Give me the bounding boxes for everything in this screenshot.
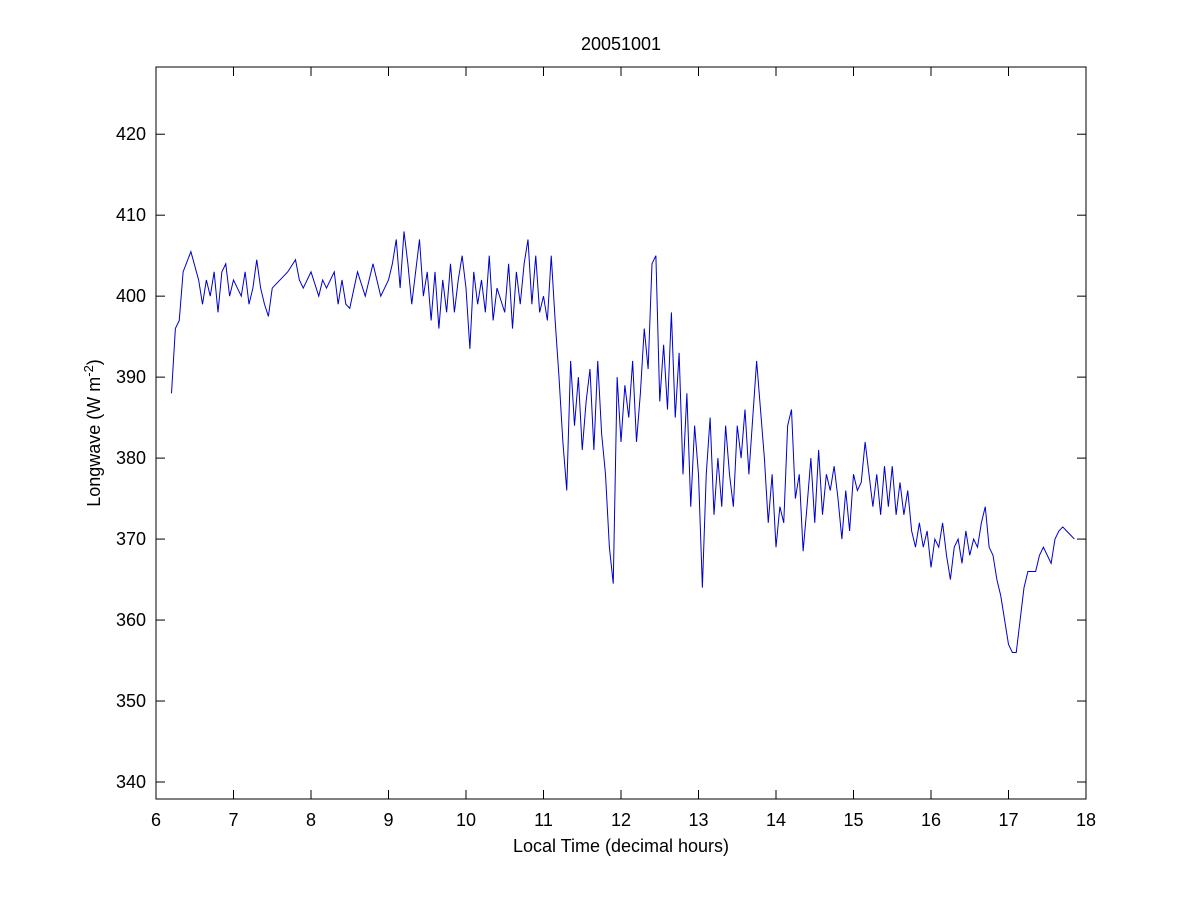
y-axis-label-superscript: -2 [81, 365, 96, 377]
y-tick-label: 400 [116, 286, 146, 306]
y-axis-label: Longwave (W m-2) [81, 359, 104, 507]
chart-title: 20051001 [581, 34, 661, 54]
x-tick-label: 12 [611, 810, 631, 830]
plot-area [155, 66, 1087, 800]
x-tick-label: 15 [843, 810, 863, 830]
x-tick-label: 9 [383, 810, 393, 830]
y-tick-label: 360 [116, 610, 146, 630]
x-tick-label: 10 [456, 810, 476, 830]
x-tick-label: 7 [228, 810, 238, 830]
y-tick-label: 410 [116, 205, 146, 225]
x-tick-label: 13 [688, 810, 708, 830]
y-axis-label-suffix: ) [84, 359, 104, 365]
x-tick-label: 11 [534, 810, 553, 830]
y-tick-label: 380 [116, 448, 146, 468]
x-tick-label: 6 [151, 810, 161, 830]
x-tick-label: 8 [306, 810, 316, 830]
y-tick-label: 340 [116, 772, 146, 792]
x-tick-label: 14 [766, 810, 786, 830]
y-tick-label: 420 [116, 124, 146, 144]
data-line [171, 231, 1075, 653]
y-tick-label: 390 [116, 367, 146, 387]
y-axis-label-text: Longwave (W m [84, 377, 104, 507]
x-tick-label: 17 [998, 810, 1018, 830]
x-axis-label: Local Time (decimal hours) [513, 836, 729, 856]
y-tick-label: 350 [116, 691, 146, 711]
x-tick-label: 18 [1076, 810, 1096, 830]
y-tick-label: 370 [116, 529, 146, 549]
x-tick-label: 16 [921, 810, 941, 830]
